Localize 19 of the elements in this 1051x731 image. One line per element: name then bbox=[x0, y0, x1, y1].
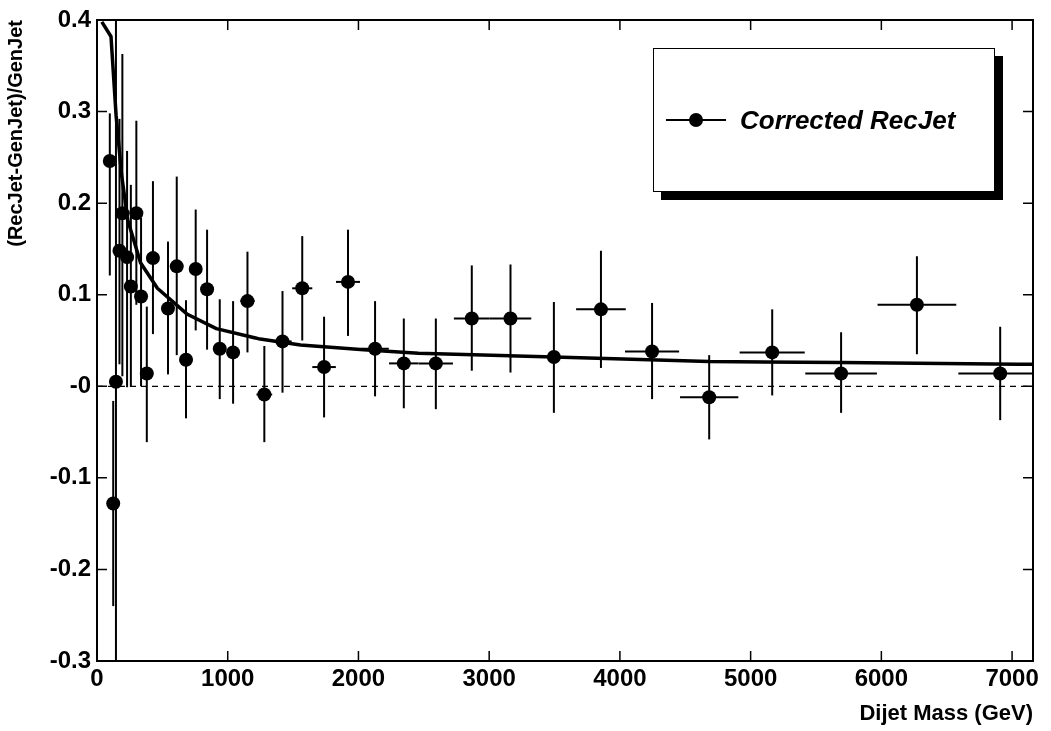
x-tick-label: 6000 bbox=[854, 663, 909, 691]
y-tick-label: 0.2 bbox=[57, 187, 91, 215]
x-tick-label: 5000 bbox=[723, 663, 778, 691]
x-tick-label: 1000 bbox=[201, 663, 255, 691]
y-axis-title: (RecJet-GenJet)/GenJet bbox=[3, 19, 26, 247]
x-tick-label: 3000 bbox=[462, 663, 516, 691]
x-tick-label: 7000 bbox=[985, 663, 1039, 691]
y-tick-label: -0.1 bbox=[49, 462, 91, 490]
y-tick-label: 0.3 bbox=[57, 96, 91, 124]
x-tick-label: 4000 bbox=[593, 663, 647, 691]
y-tick-label: -0 bbox=[69, 370, 91, 398]
x-tick-label: 2000 bbox=[331, 663, 386, 691]
x-axis-title: Dijet Mass (GeV) bbox=[859, 699, 1033, 725]
legend-label: Corrected RecJet bbox=[740, 104, 956, 136]
x-tick-label: 0 bbox=[90, 663, 104, 691]
y-tick-label: 0.1 bbox=[57, 279, 91, 307]
y-tick-label: -0.2 bbox=[49, 554, 91, 582]
y-tick-label: -0.3 bbox=[49, 645, 91, 673]
y-tick-label: 0.4 bbox=[57, 4, 92, 32]
